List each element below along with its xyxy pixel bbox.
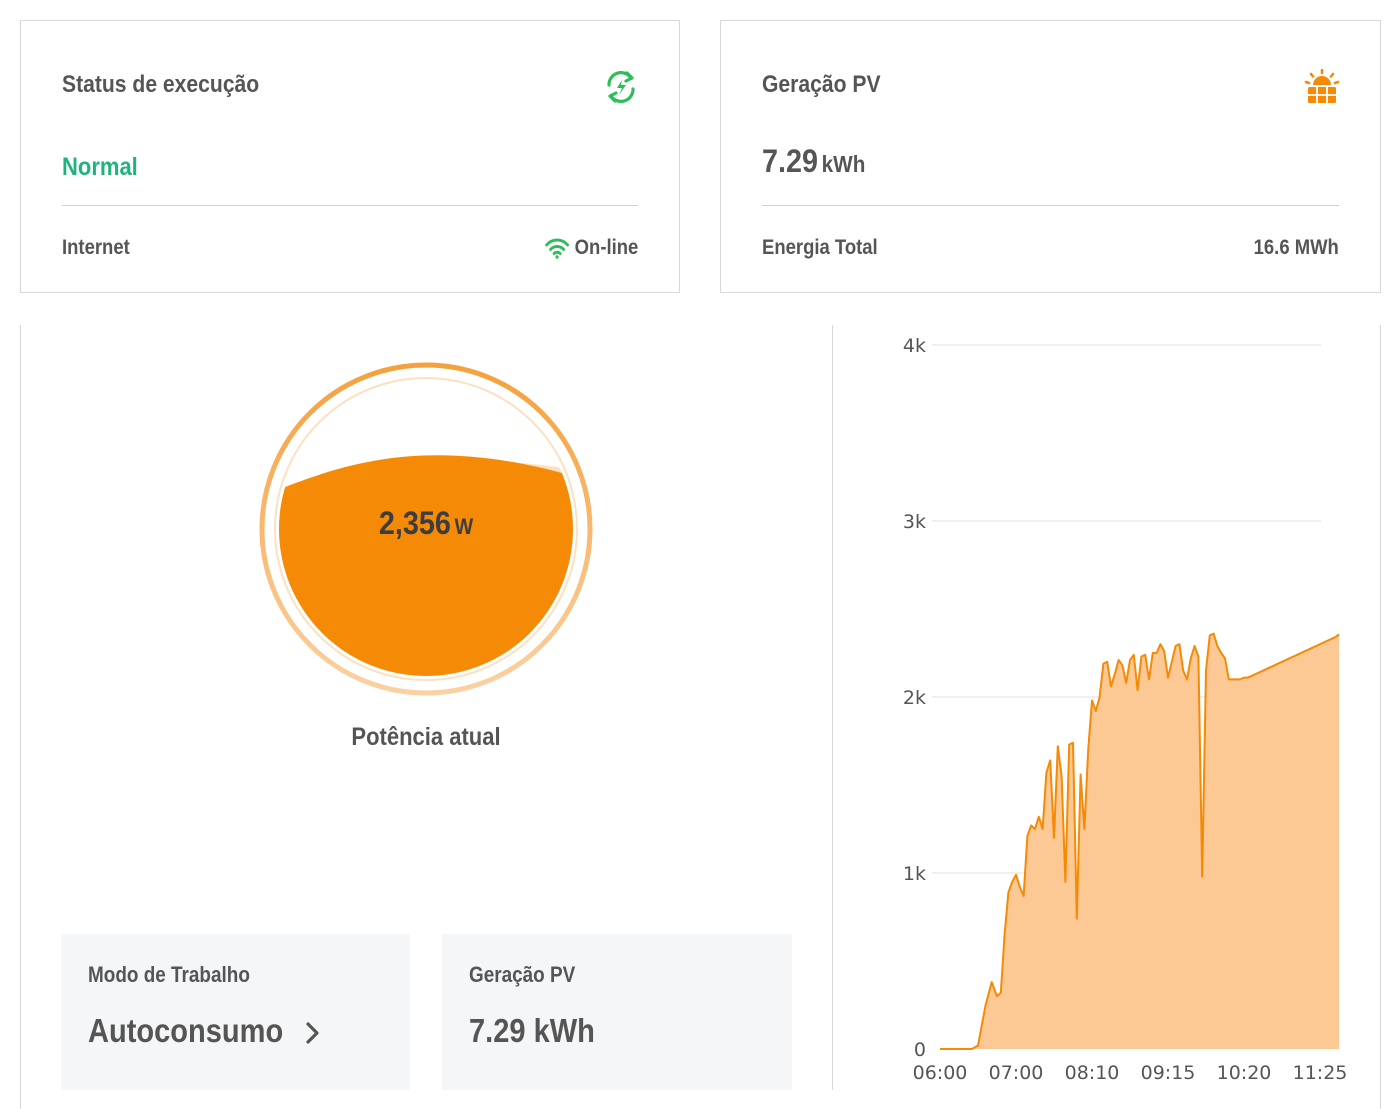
pv-generation-tile: Geração PV 7.29 kWh [442,934,792,1090]
x-tick-label: 06:00 [913,1062,968,1084]
pv-card-title: Geração PV [762,71,881,98]
gauge-fill [279,455,573,676]
internet-label: Internet [62,236,130,259]
refresh-sync-icon [607,71,635,103]
y-tick-label: 0 [914,1039,926,1061]
panel-border-right [1380,325,1381,1109]
work-mode-tile[interactable]: Modo de Trabalho Autoconsumo [61,934,410,1090]
panel-border-left [20,325,21,1109]
x-tick-label: 08:10 [1065,1062,1120,1084]
internet-status: On-line [544,236,638,260]
current-power-value: 2,356 W [276,505,577,542]
solar-panel-icon [1304,69,1340,103]
wifi-icon [544,238,569,259]
total-energy-value: 16.6 MWh [1253,236,1339,259]
current-power-unit: W [454,514,474,539]
series-area [940,633,1339,1049]
current-power-number: 2,356 [378,505,451,541]
pv-today-number: 7.29 [762,143,819,179]
internet-value: On-line [574,236,638,259]
status-card-title: Status de execução [62,71,260,98]
series-line [940,632,1340,1050]
gauge-outer-ring [259,362,593,696]
divider [762,205,1339,206]
status-card: Status de execução Normal Internet On-li… [20,20,680,293]
power-gauge [259,362,593,696]
pv-tile-value: 7.29 kWh [469,1012,595,1049]
pv-tile-label: Geração PV [469,962,576,987]
panel-divider [832,325,833,1090]
x-tick-label: 11:25 [1293,1062,1348,1084]
x-tick-label: 10:20 [1217,1062,1272,1084]
x-tick-label: 09:15 [1141,1062,1196,1084]
work-mode-value: Autoconsumo [88,1012,284,1049]
y-tick-label: 3k [903,511,926,533]
current-power-label: Potência atual [351,723,501,751]
total-energy-label: Energia Total [762,236,878,259]
power-area-chart: 0 1k 2k 3k 4k 06:00 07:00 08:10 09:15 10:20 11:25 [903,335,1348,1084]
work-mode-label: Modo de Trabalho [88,962,250,987]
y-tick-label: 2k [903,687,926,709]
chevron-right-icon[interactable] [301,1018,325,1048]
x-tick-label: 07:00 [989,1062,1044,1084]
pv-today-value: 7.29 kWh [762,143,865,180]
pv-today-unit: kWh [821,151,866,177]
y-tick-label: 1k [903,863,926,885]
y-tick-label: 4k [903,335,926,357]
divider [62,205,638,206]
status-value: Normal [62,153,138,181]
pv-generation-card: Geração PV 7.29 kWh Energia Total 16.6 MW… [720,20,1381,293]
gauge-inner-ring [274,377,578,681]
